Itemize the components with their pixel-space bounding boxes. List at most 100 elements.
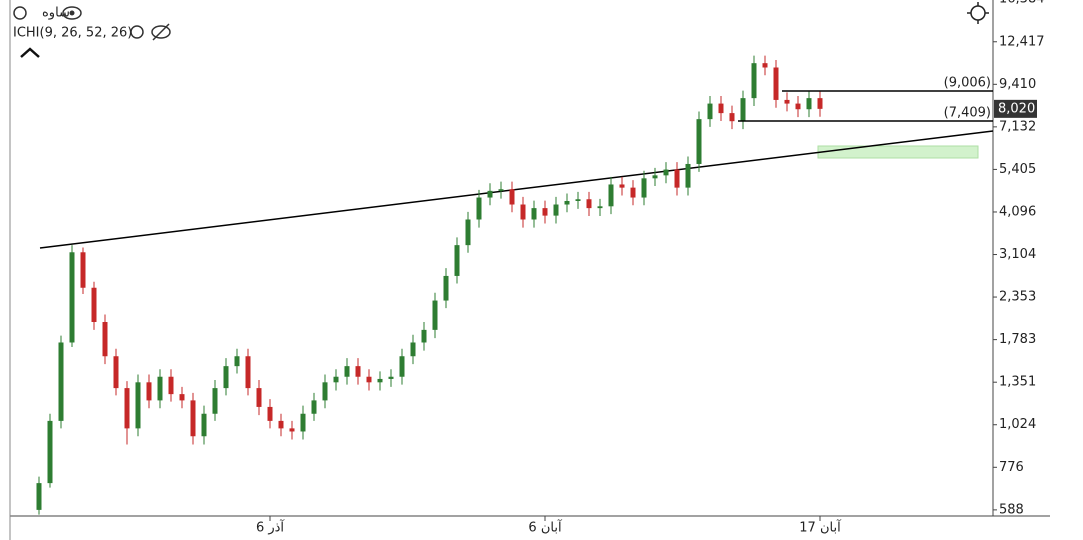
candle-body — [806, 98, 812, 110]
candle-body — [542, 208, 548, 216]
candle-body — [729, 113, 735, 122]
candle-body — [707, 103, 713, 120]
settings-icon[interactable] — [13, 6, 27, 20]
candle-body — [190, 400, 196, 437]
candle-body — [608, 184, 614, 207]
y-tick-label: 9,410 — [999, 77, 1036, 92]
collapse-icon[interactable] — [20, 47, 40, 58]
candle-body — [553, 204, 559, 216]
candle-body — [69, 252, 75, 343]
y-tick-label: 776 — [999, 460, 1024, 475]
candle-body — [696, 119, 702, 164]
x-tick-label: 6 آبان — [528, 519, 563, 536]
candle-body — [762, 63, 768, 68]
y-tick-label: 1,783 — [999, 332, 1036, 347]
candle-body — [289, 428, 295, 432]
trend-line — [39, 130, 994, 249]
candle-body — [179, 394, 185, 401]
candle-body — [267, 406, 273, 421]
candle-body — [201, 413, 207, 437]
settings-icon[interactable] — [130, 25, 144, 39]
level-label: (7,409) — [944, 106, 991, 121]
candle-body — [234, 356, 240, 367]
candle-body — [135, 382, 141, 429]
candle-body — [322, 382, 328, 401]
candle-body — [47, 420, 53, 484]
y-tick-label: 1,351 — [999, 375, 1036, 390]
candle-body — [784, 99, 790, 104]
y-tick-label: 12,417 — [999, 34, 1045, 49]
candle-body — [168, 376, 174, 395]
candle-body — [157, 376, 163, 401]
candle-body — [630, 187, 636, 198]
y-tick-label: 588 — [999, 502, 1024, 517]
symbol: ساوه — [42, 6, 70, 21]
hide-icon[interactable] — [151, 23, 171, 41]
candle-body — [410, 342, 416, 357]
candle-body — [663, 169, 669, 176]
candle-body — [575, 199, 581, 201]
candle-body — [146, 382, 152, 401]
crosshair-icon[interactable] — [967, 2, 989, 24]
candle-body — [509, 189, 515, 205]
candle-body — [465, 219, 471, 246]
candle-body — [113, 356, 119, 389]
y-tick-label: 1,024 — [999, 417, 1036, 432]
y-tick-label: 16,384 — [999, 0, 1045, 7]
candle-body — [619, 184, 625, 188]
candle-body — [817, 98, 823, 109]
candle-body — [432, 300, 438, 330]
candle-body — [58, 342, 64, 421]
candle-body — [487, 190, 493, 198]
candle-body — [454, 245, 460, 276]
candle-body — [355, 366, 361, 377]
eye-icon[interactable] — [62, 6, 82, 20]
x-tick-label: 17 آبان — [799, 519, 842, 536]
candle-body — [641, 178, 647, 198]
candle-body — [476, 197, 482, 220]
candle-body — [388, 376, 394, 379]
candle-body — [443, 275, 449, 301]
candle-body — [674, 169, 680, 188]
indicator: ICHI(9, 26, 52, 26) — [13, 26, 132, 41]
candle-body — [685, 163, 691, 188]
candle-body — [245, 356, 251, 389]
candle-body — [102, 321, 108, 357]
candle-body — [278, 420, 284, 429]
y-tick-label: 7,132 — [999, 119, 1036, 134]
last-price-box — [994, 99, 1037, 118]
candle-body — [520, 204, 526, 220]
level-label: (9,006) — [944, 76, 991, 91]
candle-body — [564, 200, 570, 205]
candle-body — [498, 189, 504, 191]
candle-body — [421, 329, 427, 343]
y-tick-label: 5,405 — [999, 162, 1036, 177]
candle-body — [773, 67, 779, 100]
candle-body — [223, 366, 229, 389]
x-tick-label: 6 آذر — [256, 519, 285, 536]
candle-body — [344, 366, 350, 377]
y-tick-label: 4,096 — [999, 204, 1036, 219]
candle-body — [300, 413, 306, 432]
candle-body — [531, 208, 537, 220]
candle-body — [751, 63, 757, 99]
y-tick-label: 3,104 — [999, 247, 1036, 262]
candle-body — [212, 388, 218, 414]
candle-body — [795, 103, 801, 110]
candle-body — [333, 376, 339, 383]
candle-body — [597, 206, 603, 209]
candle-body — [80, 252, 86, 288]
candle-body — [36, 483, 42, 510]
candle-body — [311, 400, 317, 414]
candle-body — [740, 98, 746, 122]
candle-body — [91, 287, 97, 322]
candle-body — [377, 378, 383, 383]
last-price-label: 8,020 — [998, 101, 1035, 116]
candle-body — [586, 199, 592, 209]
zone — [817, 145, 979, 159]
candle-body — [256, 388, 262, 407]
candle-body — [652, 175, 658, 179]
candle-body — [718, 103, 724, 114]
